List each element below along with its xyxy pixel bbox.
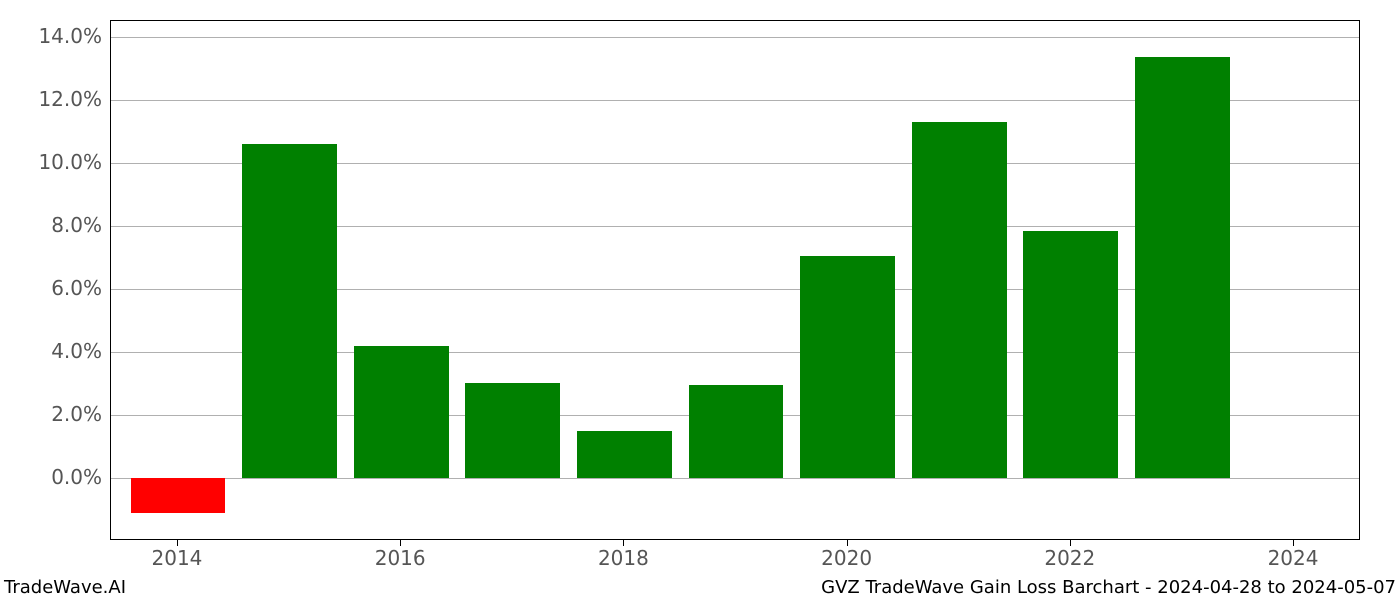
bar-2018: [577, 431, 672, 478]
x-tick-label: 2024: [1268, 546, 1319, 570]
bar-2016: [354, 346, 449, 478]
grid-line: [111, 37, 1359, 38]
bar-2019: [689, 385, 784, 478]
x-tick-label: 2020: [821, 546, 872, 570]
x-tick-mark: [1070, 540, 1071, 546]
bar-2017: [465, 383, 560, 478]
footer-right-text: GVZ TradeWave Gain Loss Barchart - 2024-…: [821, 577, 1396, 598]
bar-2021: [912, 122, 1007, 478]
chart-plot-area: [110, 20, 1360, 540]
bar-2020: [800, 256, 895, 478]
bar-2015: [242, 144, 337, 478]
y-tick-label: 14.0%: [38, 24, 102, 48]
x-tick-label: 2022: [1044, 546, 1095, 570]
y-tick-label: 10.0%: [38, 150, 102, 174]
y-tick-label: 0.0%: [51, 465, 102, 489]
y-tick-label: 12.0%: [38, 87, 102, 111]
bar-2014: [131, 478, 226, 513]
grid-line: [111, 478, 1359, 479]
footer-left-text: TradeWave.AI: [4, 577, 126, 598]
x-tick-label: 2018: [598, 546, 649, 570]
x-tick-mark: [623, 540, 624, 546]
x-tick-mark: [1293, 540, 1294, 546]
bar-2023: [1135, 57, 1230, 478]
bar-2022: [1023, 231, 1118, 478]
x-tick-mark: [400, 540, 401, 546]
x-tick-mark: [847, 540, 848, 546]
y-tick-label: 4.0%: [51, 339, 102, 363]
x-tick-mark: [177, 540, 178, 546]
x-tick-label: 2014: [152, 546, 203, 570]
y-tick-label: 8.0%: [51, 213, 102, 237]
y-tick-label: 2.0%: [51, 402, 102, 426]
y-tick-label: 6.0%: [51, 276, 102, 300]
x-tick-label: 2016: [375, 546, 426, 570]
